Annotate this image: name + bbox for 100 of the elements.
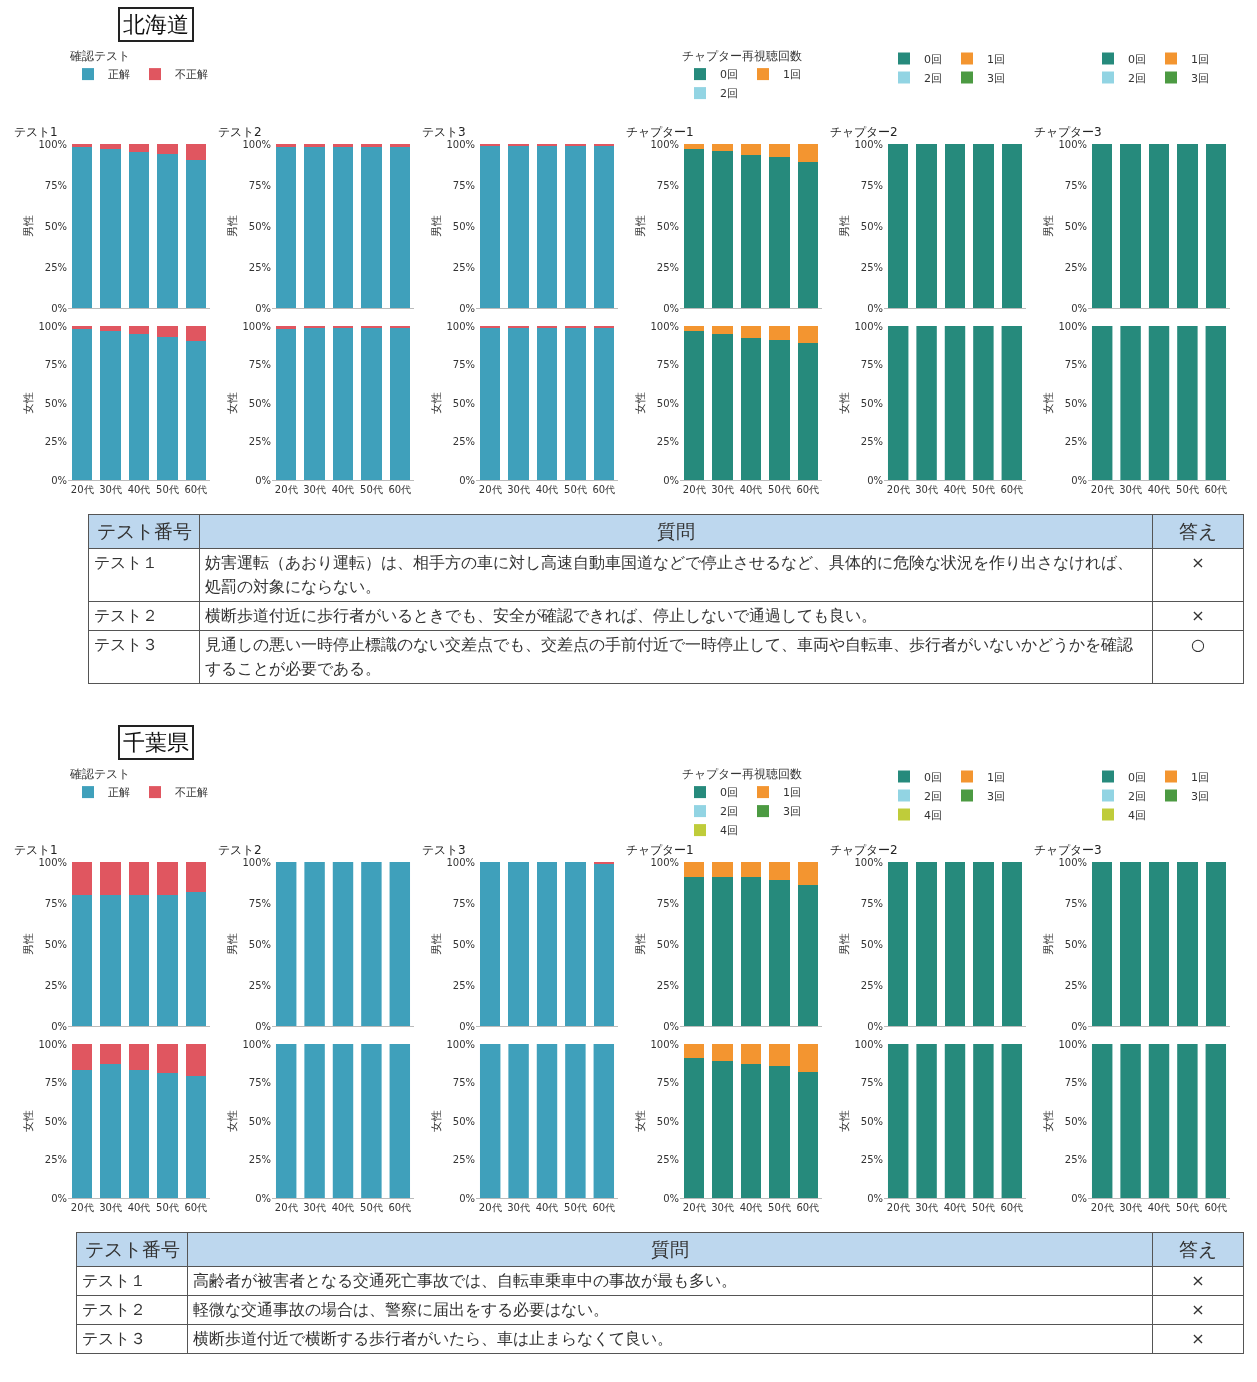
- bar: [797, 342, 819, 480]
- y-tick-label: 50%: [452, 1115, 475, 1127]
- y-tick-label: 75%: [860, 179, 883, 191]
- bar: [100, 894, 121, 1026]
- bar: [100, 144, 121, 149]
- bar: [712, 1060, 733, 1198]
- x-tick-label: 50代: [768, 1202, 791, 1213]
- bar: [740, 338, 762, 480]
- bar: [71, 326, 93, 330]
- bar: [683, 1057, 705, 1198]
- y-tick-label: 0%: [255, 302, 271, 314]
- legend-label: 2回: [720, 805, 738, 819]
- legend-label: 2回: [924, 789, 942, 803]
- bar: [683, 144, 705, 149]
- legend-label: 0回: [924, 770, 942, 784]
- x-tick-label: 20代: [70, 484, 94, 495]
- text: テスト番号: [76, 1232, 188, 1266]
- y-tick-label: 75%: [1064, 179, 1087, 191]
- legend-title: 確認テスト: [69, 766, 130, 781]
- y-tick-label: 75%: [656, 897, 679, 909]
- y-tick-label: 25%: [452, 261, 475, 273]
- bar: [185, 1076, 207, 1198]
- x-tick-label: 30代: [303, 484, 326, 495]
- text: ×: [1152, 1295, 1244, 1324]
- legend-label: 0回: [720, 786, 738, 800]
- bar: [797, 862, 819, 885]
- legend-label: 1回: [783, 68, 801, 82]
- x-tick-label: 50代: [564, 1202, 587, 1213]
- chart-title: チャプター3: [1034, 125, 1102, 139]
- bar: [797, 162, 819, 308]
- legend-label: 4回: [924, 808, 942, 822]
- legend-label: 1回: [987, 52, 1005, 66]
- bar: [712, 1044, 733, 1061]
- y-axis-title: 男性: [634, 933, 648, 955]
- bar: [712, 326, 733, 334]
- bar: [683, 862, 705, 877]
- chart-title: チャプター1: [626, 125, 694, 139]
- x-tick-label: 20代: [886, 1202, 910, 1213]
- bar: [157, 1073, 178, 1198]
- text: 答え: [1152, 1232, 1244, 1266]
- y-tick-label: 50%: [452, 397, 475, 409]
- x-tick-label: 60代: [592, 1202, 616, 1213]
- bar: [185, 160, 207, 308]
- y-axis-title: 女性: [634, 1110, 648, 1132]
- x-tick-label: 60代: [1204, 484, 1228, 495]
- chart-title: テスト1: [14, 125, 58, 139]
- y-tick-label: 50%: [248, 397, 271, 409]
- y-tick-label: 25%: [248, 979, 271, 991]
- bar: [769, 862, 790, 881]
- y-tick-label: 25%: [656, 436, 679, 447]
- text: 質問: [187, 1232, 1153, 1266]
- legend-label: 3回: [1191, 789, 1209, 803]
- bar: [769, 1044, 790, 1066]
- bar: [128, 152, 150, 308]
- y-tick-label: 100%: [650, 1038, 679, 1050]
- legend-title: チャプター再視聴回数: [682, 766, 802, 781]
- y-tick-label: 100%: [446, 1038, 475, 1050]
- text: 質問: [199, 514, 1153, 548]
- y-tick-label: 0%: [255, 1020, 271, 1032]
- bar: [740, 862, 762, 877]
- y-tick-label: 25%: [248, 261, 271, 273]
- x-tick-label: 40代: [943, 1202, 967, 1213]
- x-tick-label: 20代: [478, 484, 502, 495]
- legend-label: 4回: [1128, 808, 1146, 822]
- x-tick-label: 40代: [739, 484, 763, 495]
- y-tick-label: 100%: [38, 1038, 67, 1050]
- x-tick-label: 50代: [768, 484, 791, 495]
- legend-label: 2回: [720, 87, 738, 101]
- y-tick-label: 0%: [1071, 1020, 1087, 1032]
- bar: [128, 894, 150, 1026]
- x-tick-label: 50代: [156, 484, 179, 495]
- y-tick-label: 75%: [1064, 359, 1087, 370]
- bar: [683, 330, 705, 480]
- bar: [128, 144, 150, 153]
- y-tick-label: 25%: [860, 436, 883, 447]
- x-tick-label: 60代: [796, 484, 820, 495]
- y-tick-label: 50%: [44, 1115, 67, 1127]
- bar: [157, 144, 178, 154]
- y-tick-label: 50%: [860, 220, 883, 232]
- legend-label: 1回: [1191, 770, 1209, 784]
- legend-label: 2回: [1128, 71, 1146, 85]
- y-tick-label: 25%: [656, 1154, 679, 1165]
- y-tick-label: 100%: [446, 138, 475, 150]
- y-tick-label: 100%: [854, 1038, 883, 1050]
- text: ×: [1152, 601, 1244, 630]
- y-tick-label: 0%: [867, 1020, 883, 1032]
- x-tick-label: 30代: [99, 1202, 122, 1213]
- y-tick-label: 75%: [248, 897, 271, 909]
- bar: [683, 1044, 705, 1058]
- y-axis-title: 女性: [1042, 1110, 1056, 1132]
- x-tick-label: 20代: [1090, 1202, 1114, 1213]
- text: ×: [1152, 548, 1244, 601]
- bar: [683, 148, 705, 308]
- legend-label: 3回: [987, 789, 1005, 803]
- y-tick-label: 75%: [860, 1077, 883, 1088]
- text: 千葉県: [123, 730, 189, 755]
- y-tick-label: 50%: [452, 220, 475, 232]
- y-axis-title: 女性: [226, 392, 240, 414]
- y-tick-label: 75%: [452, 1077, 475, 1088]
- y-tick-label: 75%: [860, 897, 883, 909]
